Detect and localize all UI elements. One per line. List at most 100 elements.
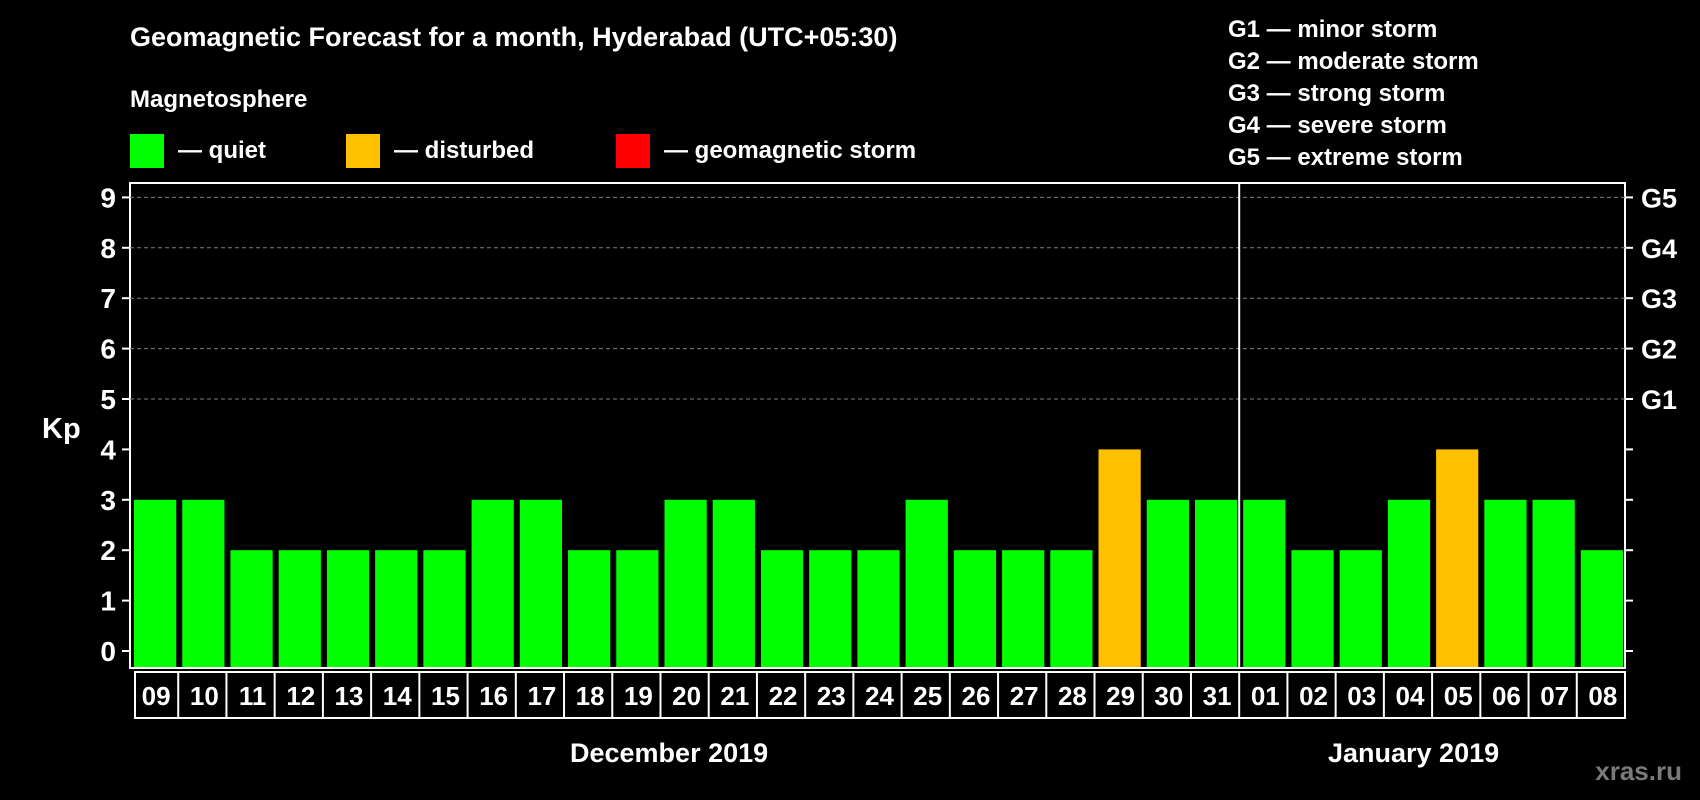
x-tick-label: 05: [1444, 681, 1473, 711]
y-tick-label: 6: [100, 334, 116, 365]
x-tick-label: 09: [142, 681, 171, 711]
bar: [953, 550, 997, 667]
bar: [905, 499, 948, 667]
y-tick-label: 0: [100, 636, 116, 667]
legend-item-quiet: — quiet: [130, 134, 266, 168]
y-tick-label: 5: [100, 384, 116, 415]
x-tick-label: 25: [913, 681, 942, 711]
x-tick-label: 10: [190, 681, 219, 711]
storm-level-label: G2: [1641, 335, 1677, 365]
bar: [1194, 499, 1238, 667]
x-tick-label: 15: [431, 681, 460, 711]
bar: [568, 550, 611, 667]
bar: [1484, 499, 1527, 667]
x-tick-label: 02: [1299, 681, 1328, 711]
x-tick-label: 27: [1010, 681, 1039, 711]
y-tick-label: 4: [100, 434, 116, 465]
storm-scale-g1: G1 — minor storm: [1228, 16, 1438, 43]
x-tick-label: 04: [1396, 681, 1425, 711]
storm-level-label: G4: [1641, 234, 1677, 264]
x-tick-label: 19: [624, 681, 653, 711]
x-tick-label: 07: [1540, 681, 1569, 711]
bar: [1436, 449, 1479, 667]
x-tick-label: 20: [672, 681, 701, 711]
y-axis-label: Kp: [42, 413, 81, 445]
bar: [809, 550, 852, 667]
watermark: xras.ru: [1595, 756, 1682, 786]
bar: [1002, 550, 1045, 667]
bar: [1580, 550, 1623, 667]
month-label-december: December 2019: [570, 738, 769, 768]
x-tick-label: 21: [720, 681, 749, 711]
x-tick-label: 01: [1251, 681, 1280, 711]
legend-swatch-disturbed: [346, 134, 380, 168]
legend-label-disturbed: — disturbed: [394, 137, 535, 164]
bar: [1098, 449, 1141, 667]
legend-label-quiet: — quiet: [178, 137, 266, 164]
legend-swatch-quiet: [130, 134, 164, 168]
bar: [326, 550, 370, 667]
x-tick-label: 16: [479, 681, 508, 711]
bar: [423, 550, 466, 667]
bar: [1339, 550, 1382, 667]
storm-scale-g2: G2 — moderate storm: [1228, 48, 1479, 75]
bar: [1532, 499, 1575, 667]
legend-swatch-storm: [616, 134, 650, 168]
bar: [760, 550, 804, 667]
bar: [1243, 499, 1286, 667]
x-tick-label: 28: [1058, 681, 1087, 711]
legend-title: Magnetosphere: [130, 86, 308, 113]
x-tick-label: 06: [1492, 681, 1521, 711]
bar: [712, 499, 755, 667]
x-tick-label: 29: [1106, 681, 1135, 711]
bar: [1291, 550, 1334, 667]
storm-level-label: G3: [1641, 284, 1677, 314]
x-tick-label: 17: [527, 681, 556, 711]
bar: [857, 550, 900, 667]
storm-scale-g4: G4 — severe storm: [1228, 112, 1447, 139]
bar: [471, 499, 514, 667]
x-tick-label: 11: [239, 681, 267, 711]
x-tick-label: 31: [1203, 681, 1232, 711]
x-tick-label: 23: [817, 681, 846, 711]
bar: [664, 499, 707, 667]
y-tick-label: 9: [100, 182, 116, 213]
storm-scale-g5: G5 — extreme storm: [1228, 144, 1463, 171]
storm-scale-g3: G3 — strong storm: [1228, 80, 1446, 107]
y-tick-label: 2: [100, 535, 116, 566]
bar: [182, 499, 225, 667]
x-tick-label: 26: [961, 681, 990, 711]
storm-level-label: G1: [1641, 385, 1677, 415]
bar: [616, 550, 659, 667]
y-tick-label: 1: [100, 586, 116, 617]
bar: [1050, 550, 1093, 667]
bar: [1387, 499, 1431, 667]
x-tick-label: 18: [576, 681, 605, 711]
storm-scale-legend: G1 — minor storm G2 — moderate storm G3 …: [1228, 14, 1479, 174]
bar: [375, 550, 418, 667]
bar: [278, 550, 321, 667]
y-tick-label: 8: [100, 233, 116, 264]
storm-level-label: G5: [1641, 183, 1677, 213]
x-tick-label: 14: [383, 681, 412, 711]
y-tick-label: 3: [100, 485, 116, 516]
bar: [1146, 499, 1189, 667]
plot-frame: [129, 182, 1626, 669]
bar: [134, 499, 177, 667]
bar: [519, 499, 563, 667]
date-axis-box: [134, 671, 1626, 719]
x-tick-label: 24: [865, 681, 894, 711]
chart-title: Geomagnetic Forecast for a month, Hydera…: [130, 22, 898, 52]
x-tick-label: 30: [1154, 681, 1183, 711]
x-tick-label: 22: [769, 681, 798, 711]
legend-label-storm: — geomagnetic storm: [664, 137, 917, 164]
y-tick-label: 7: [100, 283, 116, 314]
x-tick-label: 03: [1347, 681, 1376, 711]
x-tick-label: 08: [1588, 681, 1617, 711]
bar: [230, 550, 273, 667]
x-tick-label: 12: [286, 681, 315, 711]
legend-item-storm: — geomagnetic storm: [616, 134, 916, 168]
month-label-january: January 2019: [1328, 738, 1500, 768]
x-tick-label: 13: [335, 681, 364, 711]
